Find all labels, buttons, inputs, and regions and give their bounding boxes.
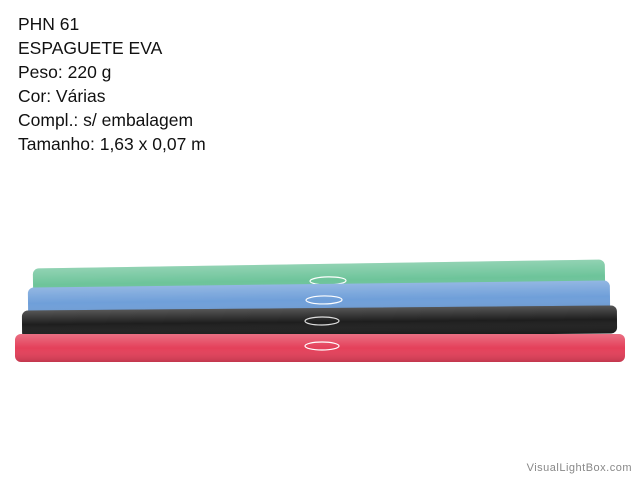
product-color: Cor: Várias <box>18 86 106 106</box>
product-size: Tamanho: 1,63 x 0,07 m <box>18 134 206 154</box>
product-code: PHN 61 <box>18 14 80 34</box>
product-info: PHN 61 ESPAGUETE EVA Peso: 220 g Cor: Vá… <box>18 12 206 156</box>
product-packaging: Compl.: s/ embalagem <box>18 110 194 130</box>
noodle-red <box>15 334 625 362</box>
noodle-black <box>21 305 618 339</box>
watermark: VisualLightBox.com <box>526 462 632 474</box>
product-name: ESPAGUETE EVA <box>18 38 163 58</box>
product-weight: Peso: 220 g <box>18 62 112 82</box>
